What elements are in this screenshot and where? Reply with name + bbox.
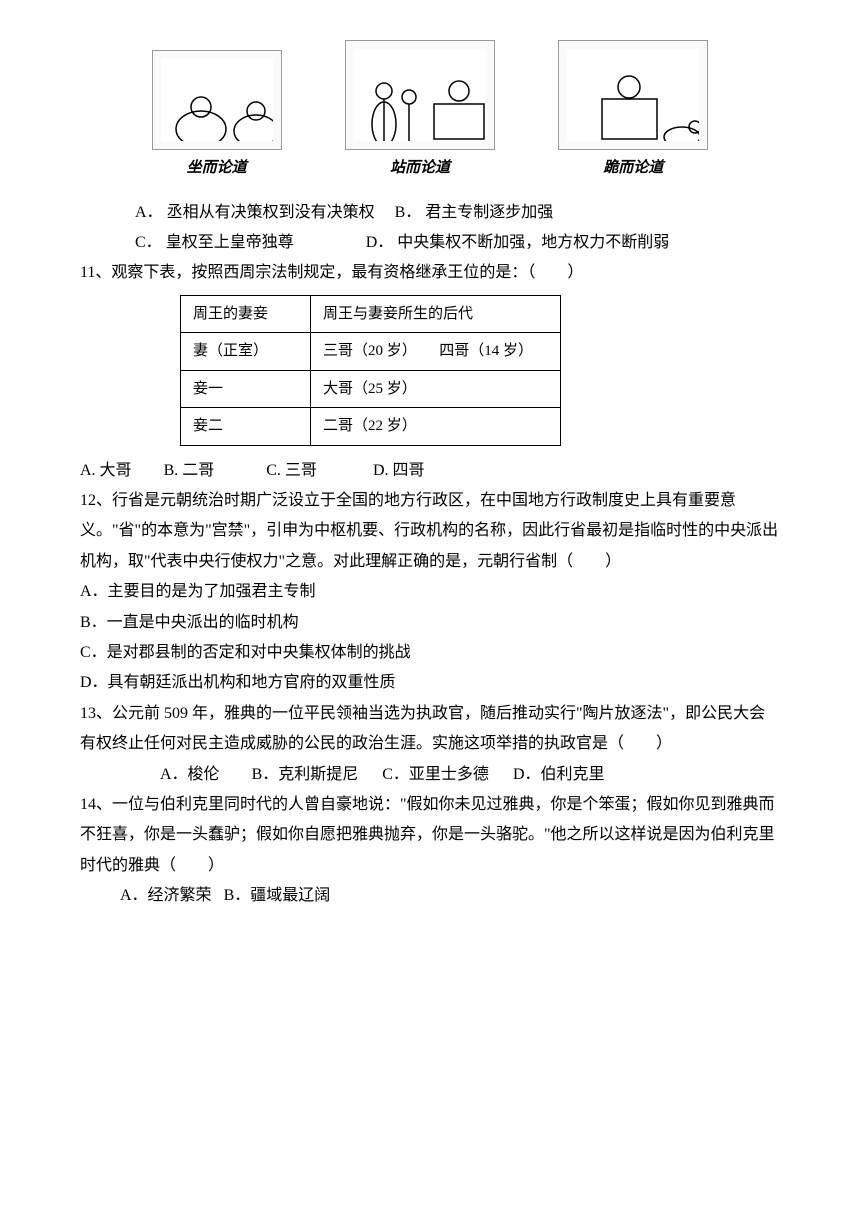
q13-optA: A．梭伦 bbox=[160, 766, 220, 783]
q10-illustrations: 坐而论道 站而论道 跪而论道 bbox=[120, 40, 740, 183]
cell: 三哥（20 岁） 四哥（14 岁） bbox=[311, 333, 561, 371]
q10-optB-text: 君主专制逐步加强 bbox=[425, 204, 553, 221]
q10-optA-text: 丞相从有决策权到没有决策权 bbox=[167, 204, 375, 221]
q10-optC-label: C． bbox=[135, 234, 162, 251]
q13-optB: B．克利斯提尼 bbox=[252, 766, 359, 783]
q14-options: A．经济繁荣 B．疆域最辽阔 bbox=[80, 881, 780, 911]
cell: 二哥（22 岁） bbox=[311, 408, 561, 446]
q11-table: 周王的妻妾 周王与妻妾所生的后代 妻（正室） 三哥（20 岁） 四哥（14 岁）… bbox=[180, 295, 561, 446]
q11-stem: 11、观察下表，按照西周宗法制规定，最有资格继承王位的是：（ ） bbox=[80, 258, 780, 288]
table-row: 妻（正室） 三哥（20 岁） 四哥（14 岁） bbox=[181, 333, 561, 371]
q11-optD: D. 四哥 bbox=[373, 462, 425, 479]
q12-optC: C．是对郡县制的否定和对中央集权体制的挑战 bbox=[80, 638, 780, 668]
illustration-3: 跪而论道 bbox=[558, 40, 708, 183]
q11-optC: C. 三哥 bbox=[266, 462, 317, 479]
q11-options: A. 大哥 B. 二哥 C. 三哥 D. 四哥 bbox=[80, 456, 780, 486]
q10-optD-label: D． bbox=[366, 234, 394, 251]
cell: 妻（正室） bbox=[181, 333, 311, 371]
cell: 妾二 bbox=[181, 408, 311, 446]
q13-options: A．梭伦 B．克利斯提尼 C．亚里士多德 D．伯利克里 bbox=[80, 760, 780, 790]
cell: 周王与妻妾所生的后代 bbox=[311, 295, 561, 333]
q11-optA: A. 大哥 bbox=[80, 462, 132, 479]
illustration-2-caption: 站而论道 bbox=[390, 154, 450, 183]
q12-stem: 12、行省是元朝统治时期广泛设立于全国的地方行政区，在中国地方行政制度史上具有重… bbox=[80, 486, 780, 577]
q10-options-row2: C． 皇权至上皇帝独尊 D． 中央集权不断加强，地方权力不断削弱 bbox=[80, 228, 780, 258]
q12-optB: B．一直是中央派出的临时机构 bbox=[80, 608, 780, 638]
illustration-1-caption: 坐而论道 bbox=[187, 154, 247, 183]
table-row: 妾一 大哥（25 岁） bbox=[181, 370, 561, 408]
cell: 大哥（25 岁） bbox=[311, 370, 561, 408]
table-row: 周王的妻妾 周王与妻妾所生的后代 bbox=[181, 295, 561, 333]
sitting-officials-image bbox=[152, 50, 282, 150]
q12-optA: A．主要目的是为了加强君主专制 bbox=[80, 577, 780, 607]
q10-optA-label: A． bbox=[135, 204, 163, 221]
q13-stem: 13、公元前 509 年，雅典的一位平民领袖当选为执政官，随后推动实行"陶片放逐… bbox=[80, 699, 780, 760]
q14-optB: B．疆域最辽阔 bbox=[224, 887, 331, 904]
q14-stem: 14、一位与伯利克里同时代的人曾自豪地说："假如你未见过雅典，你是个笨蛋；假如你… bbox=[80, 790, 780, 881]
cell: 周王的妻妾 bbox=[181, 295, 311, 333]
q11-optB: B. 二哥 bbox=[164, 462, 215, 479]
q13-optC: C．亚里士多德 bbox=[382, 766, 489, 783]
illustration-3-caption: 跪而论道 bbox=[603, 154, 663, 183]
q13-optD: D．伯利克里 bbox=[513, 766, 605, 783]
standing-officials-image bbox=[345, 40, 495, 150]
q14-optA: A．经济繁荣 bbox=[120, 887, 212, 904]
q10-optD-text: 中央集权不断加强，地方权力不断削弱 bbox=[397, 234, 669, 251]
illustration-1: 坐而论道 bbox=[152, 50, 282, 183]
q10-optB-label: B． bbox=[395, 204, 422, 221]
q10-optC-text: 皇权至上皇帝独尊 bbox=[166, 234, 294, 251]
q12-optD: D．具有朝廷派出机构和地方官府的双重性质 bbox=[80, 668, 780, 698]
q10-options: A． 丞相从有决策权到没有决策权 B． 君主专制逐步加强 bbox=[80, 198, 780, 228]
table-row: 妾二 二哥（22 岁） bbox=[181, 408, 561, 446]
cell: 妾一 bbox=[181, 370, 311, 408]
illustration-2: 站而论道 bbox=[345, 40, 495, 183]
kneeling-officials-image bbox=[558, 40, 708, 150]
